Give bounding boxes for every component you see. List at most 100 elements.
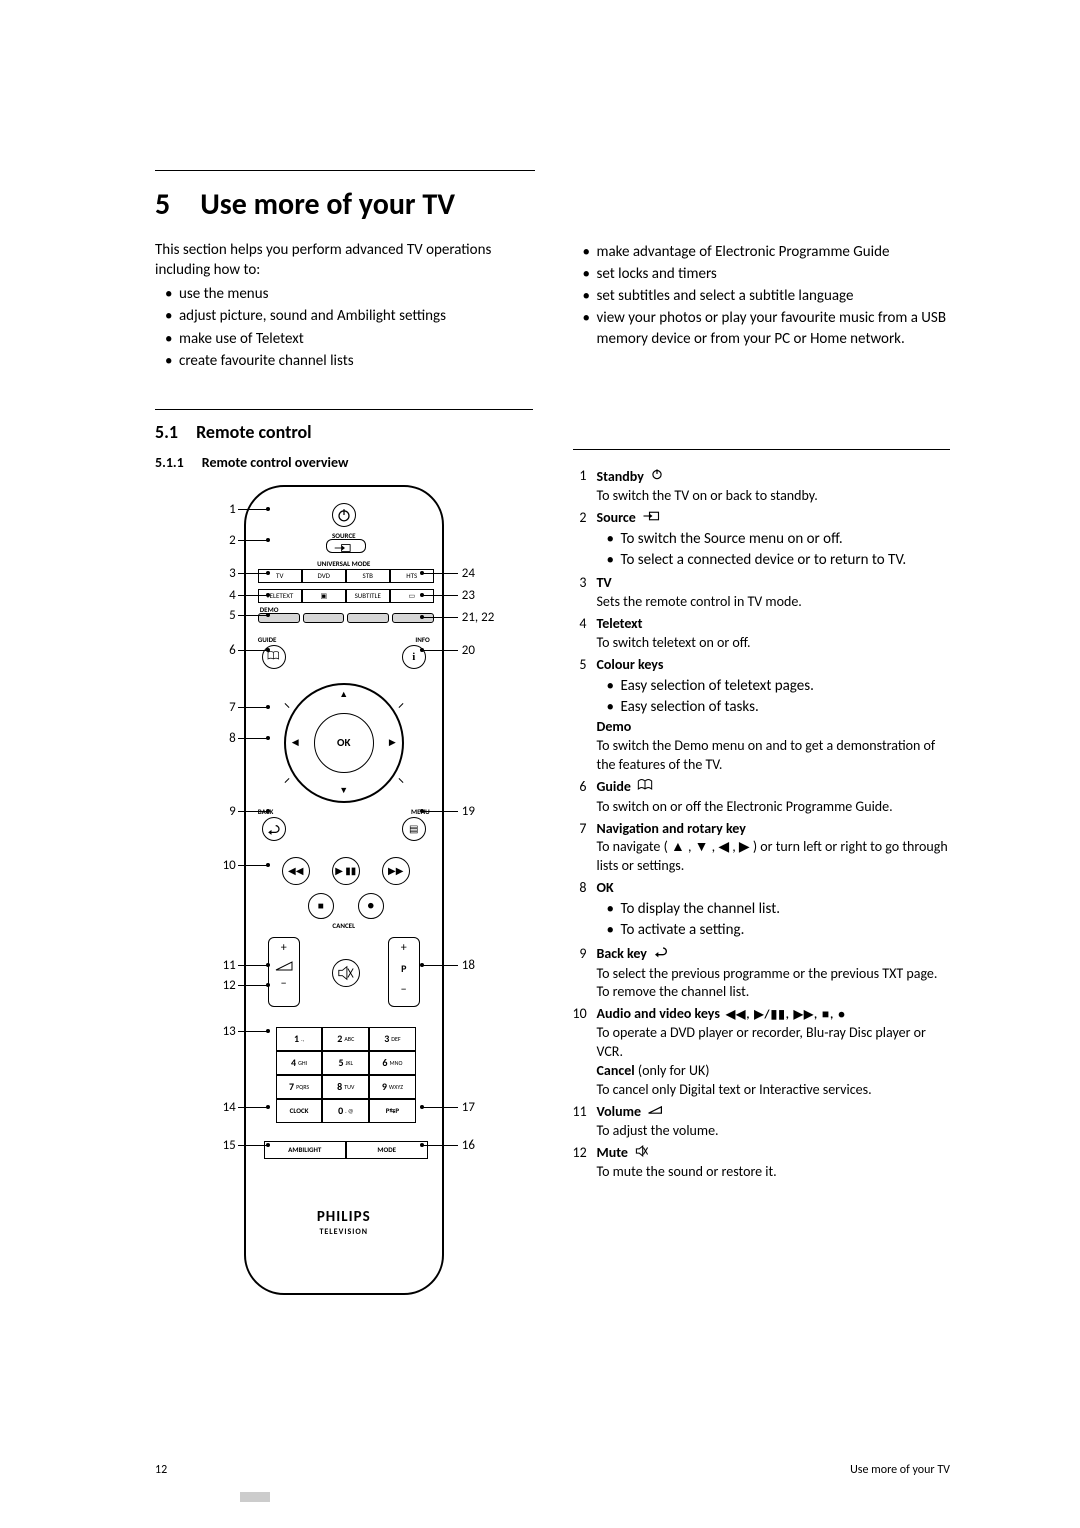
forward-icon: ▶▶ (382, 857, 410, 885)
section-title: Remote control (196, 420, 312, 444)
def-body: TeletextTo switch teletext on or off. (597, 615, 951, 653)
dual-icon: ▣ (302, 589, 346, 603)
definition-item: 2Source To switch the Source menu on or … (573, 509, 951, 571)
bullet: adjust picture, sound and Ambilight sett… (169, 306, 533, 326)
mode-cell: HTS (390, 569, 434, 583)
volume-rocker: + − (268, 937, 300, 1007)
def-body: OKTo display the channel list.To activat… (597, 879, 951, 941)
def-line: To switch the TV on or back to standby. (597, 487, 951, 506)
definition-item: 3TVSets the remote control in TV mode. (573, 574, 951, 612)
intro-left: This section helps you perform advanced … (155, 240, 533, 374)
chapter-title: Use more of your TV (200, 185, 455, 226)
ch-plus: + (389, 940, 419, 956)
callout-dot (420, 963, 424, 967)
definition-item: 10Audio and video keys ◀◀, ▶/▮▮, ▶▶, ■, … (573, 1005, 951, 1099)
callout-dot (420, 593, 424, 597)
ok-button: OK (314, 713, 374, 773)
callout-dot (420, 648, 424, 652)
callout-line (422, 965, 458, 966)
callout-line (238, 965, 268, 966)
keypad-key: 9WXYZ (369, 1075, 416, 1099)
def-number: 3 (573, 574, 597, 612)
def-title: Audio and video keys ◀◀, ▶/▮▮, ▶▶, ■, ● (597, 1005, 951, 1024)
keypad-row: 4GHI5JKL6MNO (276, 1051, 416, 1075)
brand-logo: PHILIPS (246, 1207, 442, 1227)
colour-keys (258, 613, 434, 623)
def-number: 12 (573, 1144, 597, 1183)
vol-minus: − (269, 976, 299, 992)
def-sub: To activate a setting. (611, 920, 951, 940)
callout-line (238, 865, 268, 866)
definition-item: 9Back key To select the previous program… (573, 945, 951, 1003)
page-number: 12 (155, 1462, 167, 1478)
def-title: Navigation and rotary key (597, 820, 951, 839)
def-body: Back key To select the previous programm… (597, 945, 951, 1003)
def-line: To remove the channel list. (597, 983, 951, 1002)
definition-item: 8OKTo display the channel list.To activa… (573, 879, 951, 941)
section-rule (155, 409, 533, 410)
keypad-key: 3DEF (369, 1027, 416, 1051)
definition-item: 11Volume To adjust the volume. (573, 1103, 951, 1141)
callout-num: 21, 22 (462, 609, 512, 627)
callout-line (238, 1031, 268, 1032)
definition-item: 5Colour keysEasy selection of teletext p… (573, 656, 951, 775)
menu-icon: ▤ (402, 817, 426, 841)
teletext-row: TELETEXT ▣ SUBTITLE ▭ (258, 589, 434, 603)
keypad-key: 1 ., (276, 1027, 323, 1051)
callout-num: 2 (212, 532, 236, 550)
def-line: To switch the Demo menu on and to get a … (597, 737, 951, 775)
def-line: To cancel only Digital text or Interacti… (597, 1081, 951, 1100)
universal-label: UNIVERSAL MODE (246, 559, 442, 568)
callout-line (238, 650, 268, 651)
bullet: make use of Teletext (169, 329, 533, 349)
source-button (326, 539, 366, 553)
guide-icon (637, 778, 653, 798)
callout-num: 11 (212, 957, 236, 975)
transport-icon: ◀◀, ▶/▮▮, ▶▶, ■, ● (726, 1005, 846, 1024)
def-number: 5 (573, 656, 597, 775)
def-line: To switch on or off the Electronic Progr… (597, 798, 951, 817)
callout-num: 20 (462, 642, 512, 660)
def-title: TV (597, 574, 951, 593)
def-sub: Easy selection of tasks. (611, 697, 951, 717)
section-header: 5.1 Remote control (155, 420, 533, 444)
callout-num: 19 (462, 803, 512, 821)
callout-num: 17 (462, 1099, 512, 1117)
def-number: 10 (573, 1005, 597, 1099)
record-icon: ● (358, 893, 384, 919)
def-body: Colour keysEasy selection of teletext pa… (597, 656, 951, 775)
def-body: TVSets the remote control in TV mode. (597, 574, 951, 612)
def-number: 6 (573, 778, 597, 817)
callout-num: 7 (212, 699, 236, 717)
def-line: To mute the sound or restore it. (597, 1163, 951, 1182)
def-body: Standby To switch the TV on or back to s… (597, 467, 951, 506)
right-column: 1Standby To switch the TV on or back to … (573, 409, 951, 1295)
callout-num: 18 (462, 957, 512, 975)
callout-dot (420, 809, 424, 813)
mode-btn: MODE (346, 1141, 428, 1159)
intro-left-bullets: use the menusadjust picture, sound and A… (155, 284, 533, 371)
def-body: Navigation and rotary keyTo navigate ( ▲… (597, 820, 951, 877)
subtitle-btn: SUBTITLE (346, 589, 390, 603)
callout-num: 5 (212, 607, 236, 625)
bullet: create favourite channel lists (169, 351, 533, 371)
callout-dot (266, 1105, 270, 1109)
def-sublist: Easy selection of teletext pages.Easy se… (597, 676, 951, 718)
keypad-key: 8TUV (322, 1075, 369, 1099)
def-sublist: To display the channel list.To activate … (597, 899, 951, 941)
callout-line (238, 811, 268, 812)
callout-line (238, 707, 268, 708)
def-body: Guide To switch on or off the Electronic… (597, 778, 951, 817)
callout-line (238, 985, 268, 986)
callout-dot (420, 1105, 424, 1109)
subsection-header: 5.1.1 Remote control overview (155, 454, 533, 473)
nav-wheel: ▲ ▼ ◀ ▶ OK (284, 683, 404, 803)
chapter-rule (155, 170, 535, 171)
keypad-row: CLOCK0. @P⇆P (276, 1099, 416, 1123)
keypad-key: 5JKL (322, 1051, 369, 1075)
def-sublist: To switch the Source menu on or off.To s… (597, 529, 951, 571)
def-title: OK (597, 879, 951, 898)
definition-item: 7Navigation and rotary keyTo navigate ( … (573, 820, 951, 877)
callout-num: 15 (212, 1137, 236, 1155)
callout-dot (266, 593, 270, 597)
